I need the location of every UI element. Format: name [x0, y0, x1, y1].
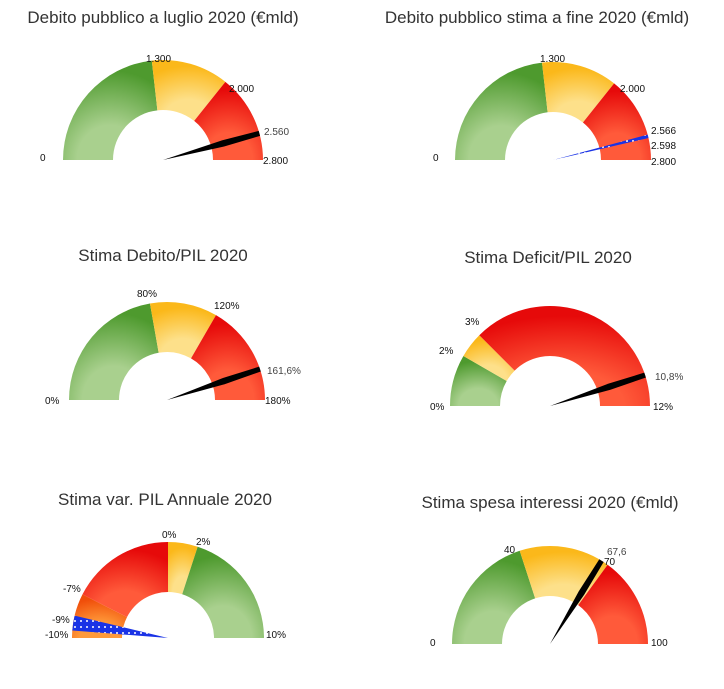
gauge-band-green [69, 303, 159, 400]
value-label: 67,6 [607, 547, 627, 558]
tick-label: 10% [266, 630, 287, 641]
tick-label: 80% [137, 289, 158, 300]
tick-label: 2.000 [229, 84, 255, 95]
gauge-title: Debito pubblico a luglio 2020 (€mld) [27, 8, 299, 27]
gauge-band-yellow [463, 335, 515, 381]
gauge-band-green [63, 60, 158, 160]
range-wedge [72, 615, 168, 638]
gauge-title: Stima var. PIL Annuale 2020 [58, 490, 272, 509]
tick-label: 2% [196, 537, 211, 548]
tick-label: 70 [604, 557, 616, 568]
gauge-band-yellow [149, 302, 216, 359]
tick-label: 2% [439, 346, 454, 357]
gauge-title: Stima Deficit/PIL 2020 [464, 248, 632, 267]
tick-label: -10% [45, 630, 69, 641]
tick-label: 0 [433, 153, 439, 164]
tick-label: 0% [430, 402, 445, 413]
gauge-band-green [455, 62, 548, 160]
tick-label: 0 [40, 153, 46, 164]
tick-label: 0% [162, 530, 177, 541]
gauge-title: Stima spesa interessi 2020 (€mld) [421, 493, 679, 512]
gauge-title: Debito pubblico stima a fine 2020 (€mld) [384, 8, 690, 27]
value-label: 2.560 [264, 127, 290, 138]
tick-label: 12% [653, 402, 674, 413]
gauge-needle [167, 366, 261, 400]
tick-label: 3% [465, 317, 480, 328]
gauge-band-red [479, 305, 650, 406]
tick-label: 0% [45, 396, 60, 407]
tick-label: 2.800 [263, 156, 289, 167]
tick-label: 0 [430, 638, 436, 649]
tick-label: 180% [265, 396, 291, 407]
gauge-band-yellow [151, 60, 226, 121]
gauge-band-yellow [168, 542, 198, 595]
gauge-band-green [452, 550, 536, 644]
tick-label: 100 [651, 638, 668, 649]
tick-label: 1.300 [540, 54, 566, 65]
range-label: -9% [52, 615, 70, 626]
range-label: 2.566 [651, 126, 677, 137]
gauge-band-red [191, 315, 265, 400]
gauge-needle [163, 130, 261, 160]
gauge-band-red [578, 564, 648, 644]
value-label: 161,6% [267, 366, 301, 377]
gauge-band-green [450, 356, 507, 406]
tick-label: -7% [63, 584, 81, 595]
range-label: 2.598 [651, 141, 677, 152]
gauge-band-red [194, 81, 263, 160]
tick-label: 40 [504, 545, 516, 556]
tick-label: 2.800 [651, 157, 677, 168]
gauge-band-red [82, 542, 168, 618]
gauge-needle [550, 559, 604, 644]
gauge-band-yellow [542, 61, 615, 123]
tick-label: 120% [214, 301, 240, 312]
range-wedge [553, 134, 649, 160]
gauge-title: Stima Debito/PIL 2020 [78, 246, 248, 265]
tick-label: 1.300 [146, 54, 172, 65]
gauge-needle [550, 372, 646, 406]
gauge-band-green [182, 546, 264, 638]
value-label: 10,8% [655, 372, 684, 383]
tick-label: 2.000 [620, 84, 646, 95]
